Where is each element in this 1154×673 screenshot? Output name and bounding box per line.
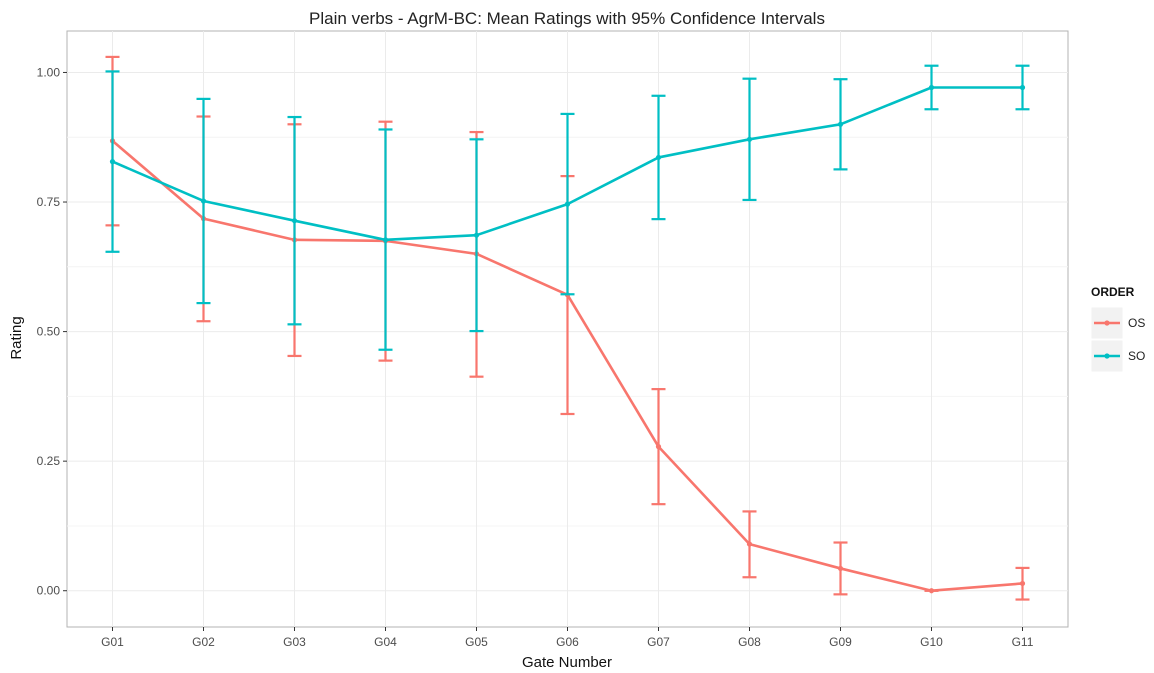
legend-item-os: OS: [1090, 306, 1145, 340]
series-so: [105, 64, 1030, 351]
y-tick-label: 0.25: [37, 454, 61, 468]
y-tick-label: 0.75: [37, 195, 61, 209]
legend: ORDER OS SO: [1090, 285, 1145, 373]
x-tick-label: G05: [465, 635, 488, 649]
data-point: [655, 154, 662, 161]
x-tick-label: G04: [374, 635, 397, 649]
data-point: [564, 201, 571, 207]
data-point: [837, 121, 844, 127]
y-tick-label: 0.50: [37, 325, 61, 339]
chart-title: Plain verbs - AgrM-BC: Mean Ratings with…: [309, 9, 825, 28]
x-tick-label: G08: [738, 635, 761, 649]
data-point: [928, 588, 935, 594]
series-layer: [105, 55, 1030, 601]
data-point: [1019, 84, 1026, 91]
legend-label: SO: [1128, 349, 1145, 363]
data-point: [109, 159, 116, 165]
legend-key-point: [1104, 320, 1110, 326]
x-tick-label: G01: [101, 635, 124, 649]
legend-label: OS: [1128, 316, 1145, 330]
x-tick-label: G10: [920, 635, 943, 649]
x-tick-label: G06: [556, 635, 579, 649]
x-axis: G01 G02 G03 G04 G05 G06 G07 G08 G09 G10 G11: [101, 627, 1034, 649]
x-tick-label: G09: [829, 635, 852, 649]
y-axis: 0.00 0.25 0.50 0.75 1.00: [37, 65, 67, 598]
legend-key-point: [1104, 353, 1110, 359]
data-point: [746, 136, 753, 142]
legend-keys: OS SO: [1090, 306, 1145, 373]
data-point: [746, 541, 753, 547]
data-point: [473, 232, 480, 238]
legend-title: ORDER: [1091, 285, 1135, 299]
data-point: [655, 444, 662, 450]
x-tick-label: G03: [283, 635, 306, 649]
y-tick-label: 0.00: [37, 584, 61, 598]
y-tick-label: 1.00: [37, 65, 61, 79]
data-point: [291, 218, 298, 224]
x-tick-label: G11: [1012, 635, 1034, 649]
data-point: [837, 565, 844, 572]
data-point: [1019, 580, 1026, 587]
x-tick-label: G02: [192, 635, 215, 649]
data-point: [200, 198, 207, 204]
x-tick-label: G07: [647, 635, 670, 649]
x-axis-title: Gate Number: [522, 654, 612, 671]
data-point: [382, 237, 389, 243]
legend-item-so: SO: [1090, 339, 1145, 373]
data-point: [928, 84, 935, 91]
y-axis-title: Rating: [8, 316, 25, 359]
